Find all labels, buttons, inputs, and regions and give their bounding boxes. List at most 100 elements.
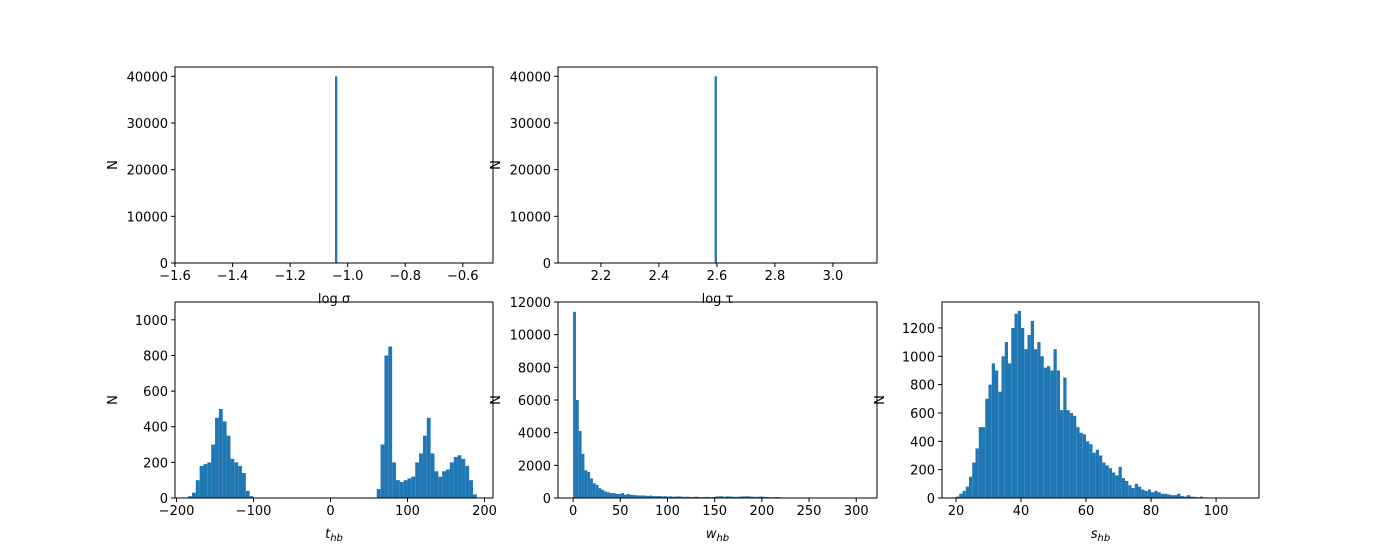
bar [249, 496, 254, 498]
bar [694, 496, 698, 498]
bar [376, 489, 381, 498]
y-tick-label: 400 [910, 435, 935, 450]
bar [745, 496, 749, 498]
subplot: 2.2 2.4 2.6 2.8 3.0 0 10000 20000 30000 40000 log … [489, 66, 878, 307]
bar [1053, 349, 1057, 498]
bar [1193, 496, 1197, 498]
bar [1141, 489, 1145, 498]
bar [754, 496, 758, 498]
bar [683, 496, 687, 498]
subplot: −1.6 −1.4 −1.2 −1.0 −0.8 −0.6 0 10000 20000 30000… [106, 66, 494, 307]
bars [335, 76, 338, 263]
bar [199, 465, 204, 498]
bar [598, 488, 602, 498]
y-tick-label: 1000 [902, 350, 935, 365]
subplot: −200 −100 0 100 200 0 200 400 600 800 1000 thb N [106, 301, 497, 544]
y-tick-label: 10000 [127, 210, 168, 225]
bar [629, 494, 633, 498]
bar [717, 496, 721, 498]
bar [1056, 370, 1061, 498]
bar [422, 435, 427, 498]
bar [965, 486, 969, 498]
bar [380, 444, 385, 498]
y-tick-label: 30000 [510, 117, 551, 132]
bar [1167, 494, 1171, 498]
bar [666, 496, 670, 498]
x-tick-label: 2.2 [591, 269, 612, 284]
bar [442, 471, 447, 498]
bar [669, 496, 673, 498]
x-tick-label: 300 [844, 504, 869, 519]
bars [955, 310, 1243, 498]
bar [975, 448, 979, 498]
bar [226, 435, 231, 498]
bar [612, 493, 616, 498]
bar [1040, 356, 1044, 498]
bar [988, 384, 992, 498]
axes-frame [941, 301, 1260, 499]
y-tick-label: 0 [160, 492, 168, 507]
bar [734, 496, 738, 498]
bar [646, 495, 650, 498]
bar [660, 496, 664, 498]
bar [426, 417, 431, 498]
bar [211, 444, 216, 498]
bar [1183, 496, 1187, 498]
bar [461, 458, 466, 498]
bar [601, 489, 605, 498]
bar [1076, 427, 1080, 498]
bar [1069, 412, 1074, 498]
bar [751, 496, 755, 498]
bar [618, 493, 622, 498]
bar [1190, 496, 1194, 498]
bar [1037, 342, 1041, 498]
bar [592, 483, 596, 498]
bar [649, 495, 653, 498]
bar [1157, 492, 1161, 498]
bar [615, 493, 619, 498]
bar [740, 496, 743, 498]
x-label-main: t [325, 527, 331, 542]
bar [403, 480, 408, 498]
bar [419, 453, 423, 498]
x-label-sub: hb [330, 533, 343, 544]
bar [643, 495, 647, 498]
bar [1144, 490, 1148, 498]
bar [655, 496, 659, 498]
y-axis-label: N [489, 160, 504, 170]
bar [1105, 465, 1109, 498]
x-tick-label: 2.6 [707, 269, 728, 284]
bar [234, 462, 239, 498]
y-tick-label: 0 [160, 257, 168, 272]
bar [672, 496, 676, 498]
x-tick-label: 3.0 [823, 269, 844, 284]
bar [737, 496, 741, 498]
bar [632, 495, 636, 498]
bar [955, 496, 960, 498]
bar [723, 496, 726, 498]
bar [981, 427, 986, 498]
bar [1121, 478, 1126, 498]
bar [1170, 495, 1174, 498]
x-label-sub: hb [1098, 533, 1111, 544]
x-tick-label: −0.6 [447, 269, 479, 284]
bar [1180, 495, 1184, 498]
bar [1134, 483, 1139, 498]
bar [465, 465, 470, 498]
bar [959, 493, 963, 498]
x-tick-label: −1.2 [274, 269, 306, 284]
bar [1043, 367, 1048, 498]
bar [1102, 462, 1106, 498]
y-tick-label: 1200 [902, 322, 935, 337]
y-tick-label: 4000 [518, 427, 551, 442]
bar [607, 492, 610, 498]
bar [1118, 466, 1122, 498]
bar [1030, 320, 1035, 498]
axes-frame [557, 66, 878, 264]
bar [714, 496, 718, 498]
bar [430, 453, 435, 498]
bar [1060, 410, 1064, 498]
